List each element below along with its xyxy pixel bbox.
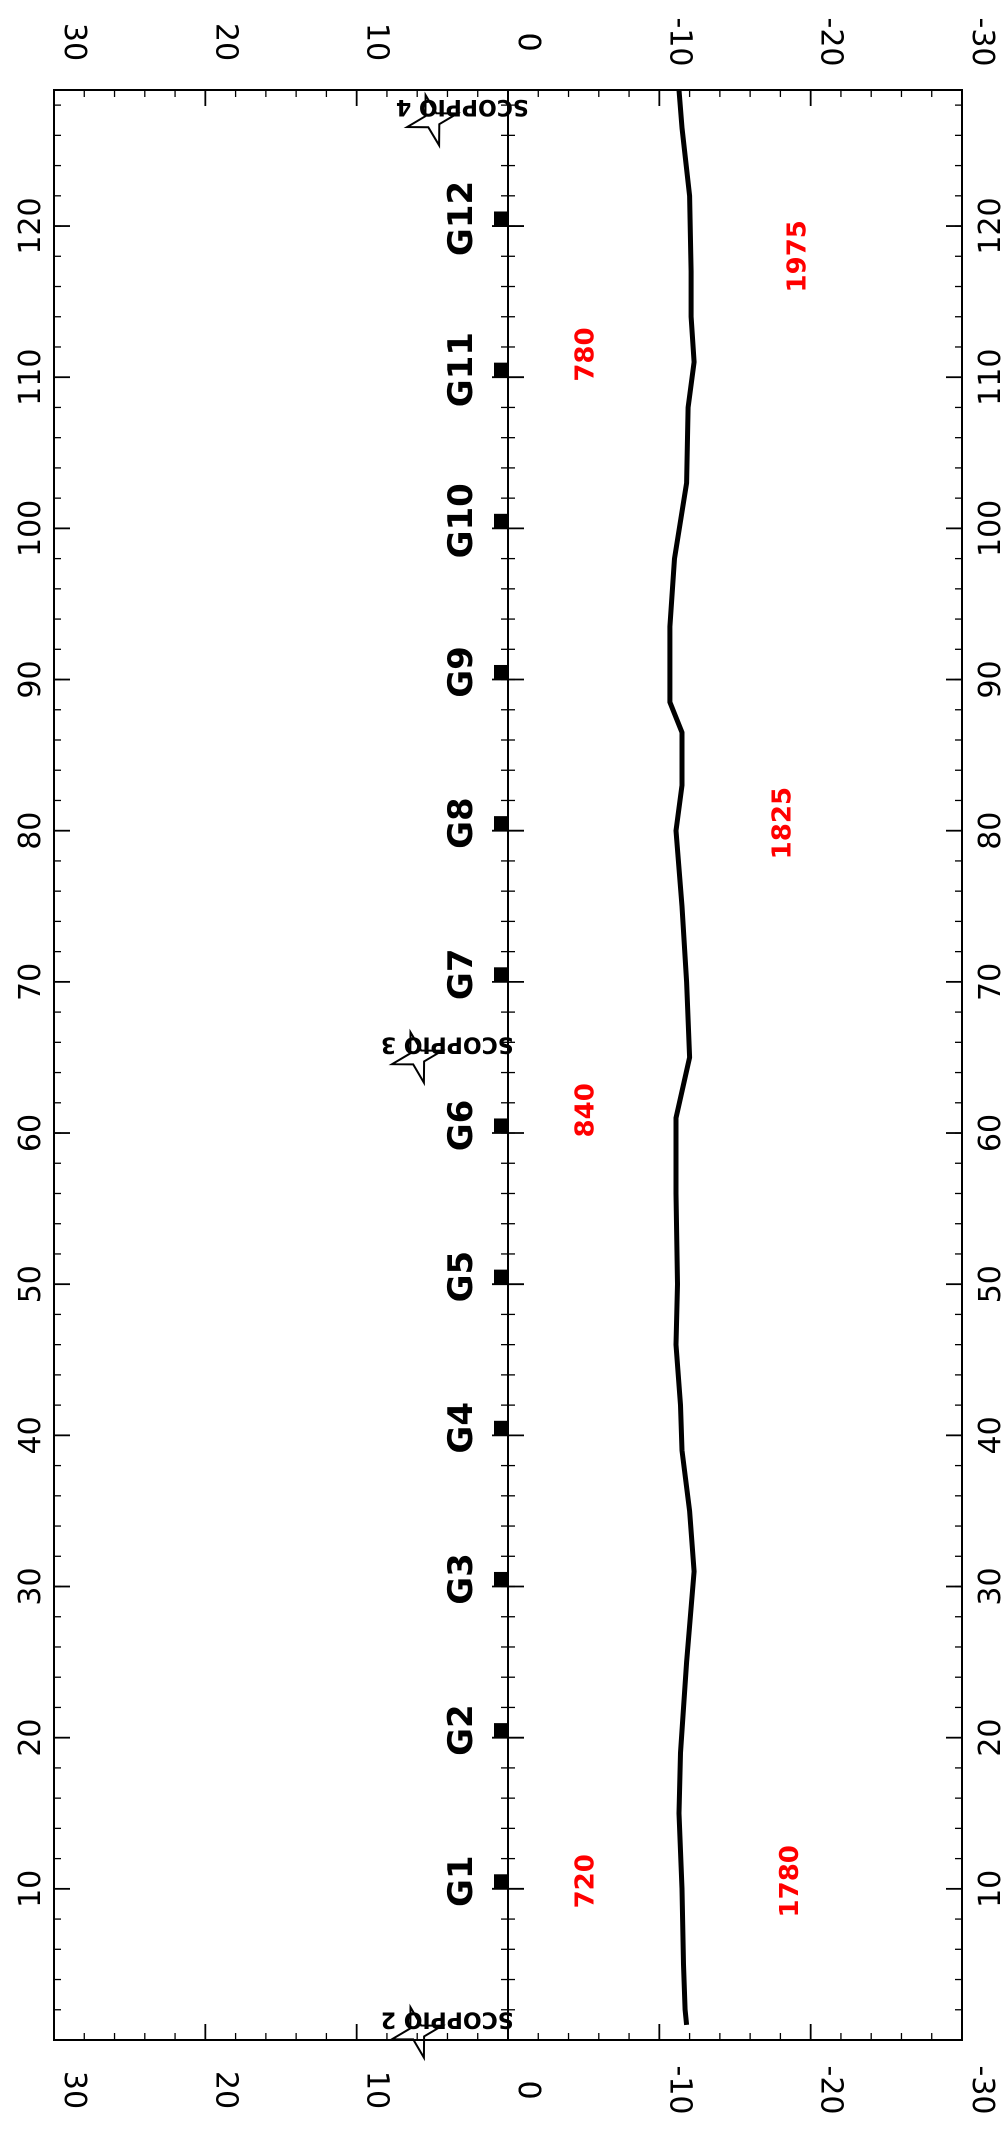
axis-ticks: [53, 90, 963, 2041]
x-tick-label-right: 120: [973, 197, 1006, 254]
series-line: [667, 89, 697, 2026]
station-marker: [494, 1420, 508, 1435]
station-marker: [494, 211, 508, 226]
x-tick-label-right: 110: [973, 349, 1006, 406]
station-marker: [494, 664, 508, 679]
depth-annotation: 1780: [775, 1845, 805, 1917]
site-star-icon: [388, 2003, 446, 2062]
x-tick-label-left: 20: [13, 1719, 48, 1757]
lower-y-tick-label-top: -20: [814, 18, 849, 67]
x-tick-label-right: 30: [973, 1567, 1006, 1605]
station-layer: G1 G2 G3 G4 G5 G6 G7 G8 G9 G10 G11 G12: [441, 181, 508, 1907]
site-label: SCOPPIO 4: [396, 94, 529, 119]
upper-y-tick-label-top: 0: [511, 32, 546, 51]
depth-annotation: 720: [571, 1854, 601, 1908]
station-marker: [494, 1874, 508, 1889]
station-label: G3: [441, 1553, 481, 1605]
station-marker: [494, 1269, 508, 1284]
x-tick-label-right: 60: [973, 1114, 1006, 1152]
x-tick-label-left: 10: [13, 1870, 48, 1908]
x-tick-label-left: 100: [13, 500, 48, 557]
series-layer: [667, 89, 697, 2026]
lower-y-tick-label-bottom: -30: [965, 2066, 1000, 2115]
upper-y-tick-label-top: 30: [57, 23, 92, 61]
lower-y-tick-label-top: 0: [511, 32, 546, 51]
depth-annotation: 1975: [783, 220, 813, 292]
station-label: G5: [441, 1251, 481, 1303]
depth-annotation: 780: [571, 327, 601, 381]
depth-annotation: 840: [571, 1083, 601, 1137]
upper-y-tick-label-bottom: 20: [208, 2071, 243, 2109]
upper-y-tick-label-top: 10: [360, 23, 395, 61]
station-label: G12: [441, 181, 481, 256]
station-marker: [494, 362, 508, 377]
upper-y-tick-label-bottom: 10: [360, 2071, 395, 2109]
x-tick-label-left: 90: [13, 660, 48, 698]
x-tick-label-left: 60: [13, 1114, 48, 1152]
station-label: G10: [441, 483, 481, 558]
x-tick-label-left: 40: [13, 1416, 48, 1454]
station-label: G11: [441, 332, 481, 407]
station-label: G1: [441, 1855, 481, 1907]
lower-y-tick-label-top: -30: [965, 18, 1000, 67]
lower-y-tick-label-bottom: -20: [814, 2066, 849, 2115]
x-tick-label-left: 110: [13, 349, 48, 406]
x-tick-label-left: 50: [13, 1265, 48, 1303]
x-tick-label-right: 10: [973, 1870, 1006, 1908]
station-label: G4: [441, 1402, 481, 1454]
site-label: SCOPPIO 3: [381, 1031, 514, 1056]
station-marker: [494, 1571, 508, 1586]
x-tick-label-left: 70: [13, 963, 48, 1001]
x-tick-label-left: 80: [13, 812, 48, 850]
site-star-icon: [403, 91, 461, 149]
x-tick-label-left: 30: [13, 1567, 48, 1605]
x-tick-label-right: 70: [973, 963, 1006, 1001]
station-marker: [494, 816, 508, 831]
depth-annotation: 1825: [767, 787, 797, 859]
station-label: G7: [441, 949, 481, 1001]
lower-y-tick-label-bottom: -10: [662, 2066, 697, 2115]
station-label: G2: [441, 1704, 481, 1756]
x-tick-label-right: 80: [973, 812, 1006, 850]
upper-y-tick-label-bottom: 0: [511, 2080, 546, 2099]
x-tick-label-right: 90: [973, 660, 1006, 698]
site-label: SCOPPIO 2: [381, 2006, 514, 2031]
lower-y-tick-label-bottom: 0: [511, 2080, 546, 2099]
x-tick-label-right: 40: [973, 1416, 1006, 1454]
station-label: G6: [441, 1100, 481, 1152]
site-star-icon: [388, 1028, 446, 1087]
x-tick-label-left: 120: [13, 197, 48, 254]
site-layer: SCOPPIO 2 SCOPPIO 3 SCOPPIO 4: [381, 91, 529, 2062]
station-label: G8: [441, 797, 481, 849]
station-marker: [494, 967, 508, 982]
x-tick-label-right: 20: [973, 1719, 1006, 1757]
station-marker: [494, 513, 508, 528]
x-tick-label-right: 50: [973, 1265, 1006, 1303]
station-label: G9: [441, 646, 481, 698]
station-marker: [494, 1723, 508, 1738]
station-marker: [494, 1118, 508, 1133]
annotation-layer: 720 1780 840 1825 780 1975: [571, 220, 813, 1917]
x-tick-label-right: 100: [973, 500, 1006, 557]
lower-y-tick-label-top: -10: [662, 18, 697, 67]
upper-y-tick-label-bottom: 30: [57, 2071, 92, 2109]
upper-y-tick-label-top: 20: [208, 23, 243, 61]
plot-frames: [53, 89, 963, 2041]
